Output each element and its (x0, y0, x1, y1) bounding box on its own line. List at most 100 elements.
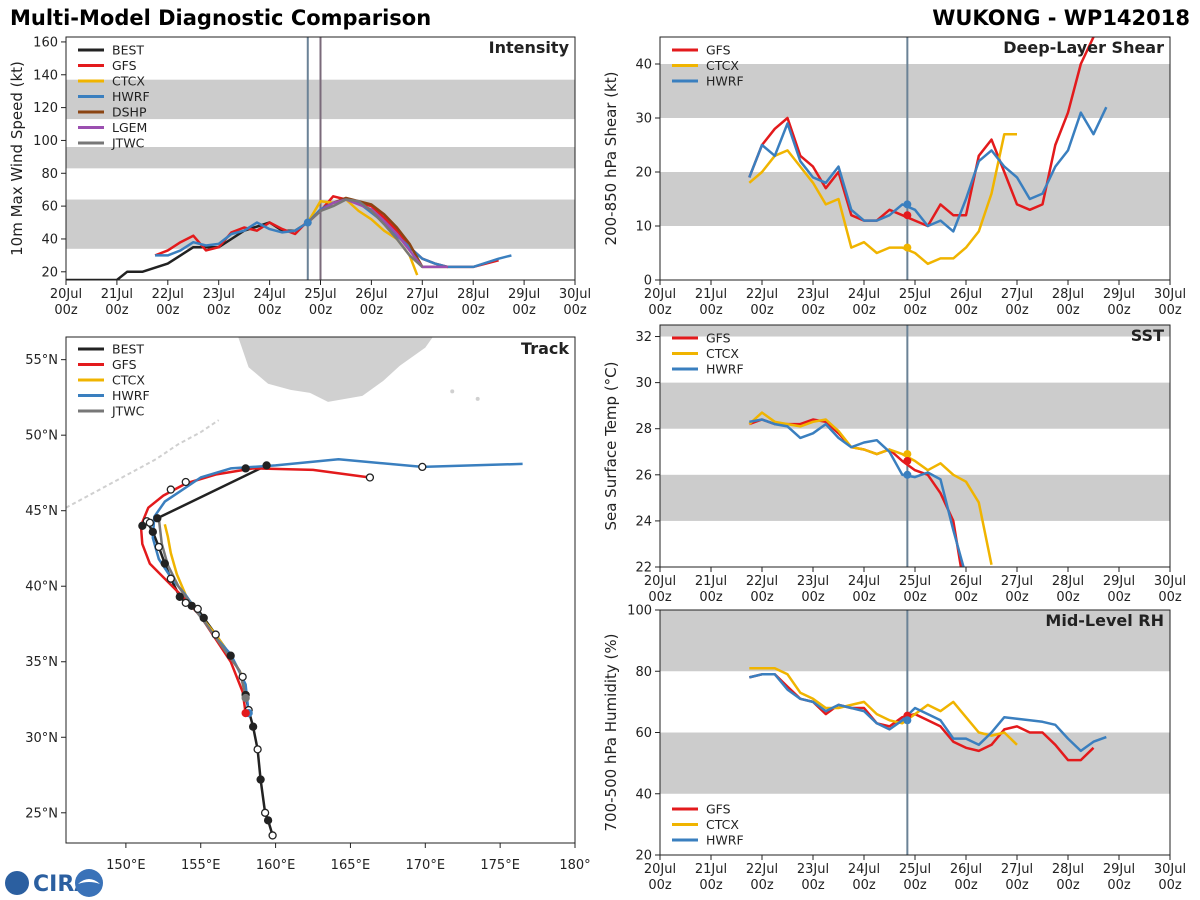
x-tick-label: 28Jul (457, 287, 489, 302)
x-tick-sublabel: 00z (360, 303, 384, 318)
rh-series-ctcx (749, 666, 1018, 746)
intensity-series-group (66, 195, 512, 280)
legend-label: HWRF (112, 388, 150, 403)
landmass-islet (450, 389, 455, 394)
x-tick-label: 23Jul (797, 862, 829, 877)
y-axis-label: Sea Surface Temp (°C) (602, 361, 620, 530)
best-track-marker (145, 518, 154, 527)
x-tick-sublabel: 00z (954, 303, 978, 318)
x-tick-sublabel: 00z (1158, 590, 1182, 605)
legend-label: GFS (706, 802, 731, 817)
y-tick-label: 120 (33, 101, 58, 116)
y-tick-label: 26 (635, 468, 652, 483)
x-tick-label: 30Jul (559, 287, 591, 302)
rh-series-hwrf (749, 673, 1107, 753)
legend-label: HWRF (706, 833, 744, 848)
x-tick-label: 30Jul (1154, 287, 1186, 302)
y-tick-label: 40 (635, 58, 652, 73)
forecast-marker (181, 477, 190, 487)
sst-hwrf-marker (903, 470, 912, 479)
x-tick-label: 26Jul (950, 862, 982, 877)
y-tick-label: 60 (41, 200, 58, 215)
y-tick-label: 100 (33, 134, 58, 149)
best-track-marker (263, 816, 273, 825)
x-tick-label: 21Jul (101, 287, 133, 302)
grey-band (660, 172, 1170, 226)
y-tick-label: 0 (644, 274, 652, 289)
y-tick-label: 50°N (25, 429, 58, 444)
legend-label: JTWC (111, 136, 145, 151)
y-tick-label: 40 (635, 787, 652, 802)
x-tick-label: 28Jul (1052, 287, 1084, 302)
legend-label: CTCX (706, 346, 739, 361)
rh-hwrf-marker (903, 716, 912, 725)
y-tick-label: 40 (41, 232, 58, 247)
x-tick-sublabel: 00z (648, 590, 672, 605)
y-tick-label: 30 (635, 112, 652, 127)
shear-gfs-marker (903, 211, 912, 220)
panel-title: Intensity (489, 38, 570, 57)
x-tick-sublabel: 00z (1107, 878, 1131, 893)
grey-band (660, 474, 1170, 521)
x-tick-label: 180° (559, 858, 590, 873)
x-tick-label: 29Jul (1103, 287, 1135, 302)
x-tick-sublabel: 00z (1158, 878, 1182, 893)
y-axis-label: 200-850 hPa Shear (kt) (602, 72, 620, 246)
land-group (66, 337, 480, 509)
x-tick-label: 22Jul (746, 287, 778, 302)
x-tick-sublabel: 00z (1056, 303, 1080, 318)
legend-label: JTWC (111, 404, 145, 419)
forecast-marker (418, 462, 427, 472)
y-axis-label: 700-500 hPa Humidity (%) (602, 633, 620, 831)
x-tick-label: 26Jul (355, 287, 387, 302)
grey-band (660, 325, 1170, 337)
x-tick-sublabel: 00z (207, 303, 231, 318)
x-tick-sublabel: 00z (309, 303, 333, 318)
logo-emblem-icon (75, 869, 103, 897)
track-series-gfs (139, 467, 371, 714)
x-tick-label: 155°E (181, 858, 221, 873)
x-tick-sublabel: 00z (903, 303, 927, 318)
grey-band (660, 382, 1170, 429)
panel-intensity: 2040608010012014016020Jul00z21Jul00z22Ju… (8, 35, 591, 318)
y-tick-label: 80 (41, 167, 58, 182)
x-tick-label: 23Jul (797, 287, 829, 302)
shear-hwrf-marker (903, 200, 912, 209)
y-tick-label: 10 (635, 220, 652, 235)
best-track-marker (253, 745, 262, 754)
x-tick-label: 24Jul (848, 862, 880, 877)
legend-label: CTCX (112, 373, 145, 388)
legend-label: DSHP (112, 105, 147, 120)
x-tick-sublabel: 00z (1056, 590, 1080, 605)
y-tick-label: 100 (627, 604, 652, 619)
x-tick-label: 25Jul (304, 287, 336, 302)
sst-series-group (748, 411, 993, 567)
best-track-marker (262, 461, 271, 470)
x-tick-label: 21Jul (695, 862, 727, 877)
x-tick-label: 28Jul (1052, 862, 1084, 877)
x-tick-sublabel: 00z (903, 590, 927, 605)
legend-label: LGEM (112, 120, 147, 135)
legend-label: CTCX (112, 74, 145, 89)
x-tick-label: 23Jul (203, 287, 235, 302)
x-tick-label: 175°E (480, 858, 520, 873)
legend-label: GFS (112, 357, 137, 372)
x-tick-sublabel: 00z (801, 303, 825, 318)
x-tick-label: 23Jul (797, 574, 829, 589)
x-tick-sublabel: 00z (852, 878, 876, 893)
y-tick-label: 60 (635, 726, 652, 741)
x-tick-label: 165°E (331, 858, 371, 873)
best-track-marker (160, 559, 169, 568)
x-tick-sublabel: 00z (1056, 878, 1080, 893)
x-tick-sublabel: 00z (462, 303, 486, 318)
best-track-marker (211, 630, 220, 639)
x-tick-label: 20Jul (50, 287, 82, 302)
legend-label: CTCX (706, 817, 739, 832)
landmass-kuril-islands (66, 419, 220, 509)
x-tick-sublabel: 00z (648, 878, 672, 893)
x-tick-label: 27Jul (406, 287, 438, 302)
